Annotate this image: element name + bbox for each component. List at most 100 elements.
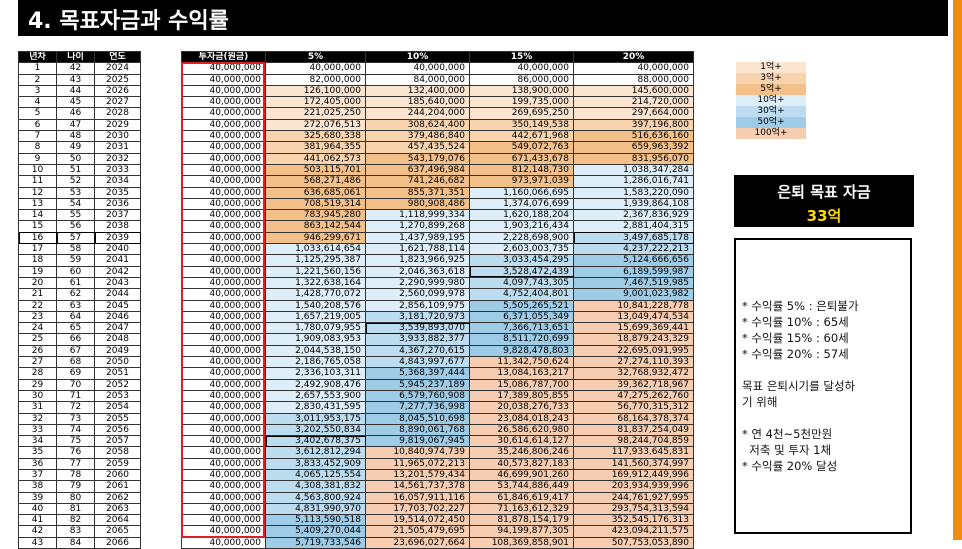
table-cell: 2,830,431,595 <box>265 401 366 414</box>
table-cell: 1,620,188,204 <box>469 209 574 222</box>
table-cell: 40,000,000 <box>181 220 266 233</box>
table-row: 20 61 2043 <box>18 276 141 290</box>
table-cell: 17,703,702,227 <box>365 502 470 516</box>
table-row: 40,000,000 1,540,208,576 2,856,109,975 5,50… <box>181 299 694 312</box>
table-cell: 4,752,404,801 <box>469 288 574 301</box>
table-cell: 59 <box>56 254 95 267</box>
table-cell: 379,486,840 <box>365 130 470 143</box>
retirement-goal-box: 은퇴 목표 자금 33억 <box>734 175 914 227</box>
table-cell: 40,000,000 <box>181 322 266 335</box>
table-cell: 40,000,000 <box>181 163 266 177</box>
table-cell: 41 <box>18 514 57 527</box>
header-5pct: 5% <box>265 50 366 64</box>
note-line <box>742 410 904 426</box>
table-cell: 55 <box>56 209 95 222</box>
table-cell: 40,000,000 <box>181 84 266 98</box>
table-cell: 5,409,270,044 <box>265 525 366 538</box>
table-cell: 40,000,000 <box>181 243 266 256</box>
table-cell: 40,000,000 <box>181 491 266 504</box>
table-cell: 17 <box>18 243 57 256</box>
table-cell: 63 <box>56 299 95 312</box>
table-cell: 40,000,000 <box>181 423 266 437</box>
table-cell: 54 <box>56 197 95 211</box>
table-cell: 1,270,899,268 <box>365 220 470 233</box>
table-cell: 2038 <box>94 220 141 233</box>
table-cell: 6,579,760,908 <box>365 389 470 403</box>
table-row: 40,000,000 126,100,000 132,400,000 138,900,… <box>181 84 694 98</box>
table-cell: 169,912,449,996 <box>573 468 694 482</box>
table-cell: 40,000,000 <box>573 62 694 75</box>
header-year: 연도 <box>94 50 141 64</box>
table-row: 40,000,000 1,125,295,387 1,823,966,925 3,03… <box>181 254 694 267</box>
table-cell: 636,685,061 <box>265 186 366 199</box>
table-cell: 2047 <box>94 322 141 335</box>
table-cell: 4,097,743,305 <box>469 276 574 290</box>
table-cell: 21,505,479,695 <box>365 525 470 538</box>
table-cell: 8,511,720,699 <box>469 333 574 346</box>
color-legend: 1억+ 3억+ 5억+ 10억+ 30억+ 50억+ 100억+ <box>736 62 806 139</box>
table-cell: 2,603,003,735 <box>469 243 574 256</box>
table-row: 11 52 2034 <box>18 175 141 188</box>
table-cell: 40,000,000 <box>181 107 266 120</box>
table-cell: 40,000,000 <box>181 96 266 109</box>
table-row: 40,000,000 1,428,770,072 2,560,099,978 4,75… <box>181 288 694 301</box>
table-cell: 40,000,000 <box>181 468 266 482</box>
table-row: 40,000,000 3,612,812,294 10,840,974,739 35,… <box>181 446 694 459</box>
table-cell: 397,196,800 <box>573 118 694 132</box>
table-cell: 40,000,000 <box>469 62 574 75</box>
table-cell: 27,274,110,393 <box>573 356 694 369</box>
table-cell: 14 <box>18 209 57 222</box>
table-row: 42 83 2065 <box>18 525 141 538</box>
table-cell: 172,405,000 <box>265 96 366 109</box>
table-cell: 40,000,000 <box>181 62 266 75</box>
table-cell: 203,934,939,996 <box>573 480 694 493</box>
table-cell: 25 <box>18 333 57 346</box>
table-cell: 1,160,066,695 <box>469 186 574 199</box>
table-cell: 3,612,812,294 <box>265 446 366 459</box>
table-cell: 36 <box>18 457 57 470</box>
table-cell: 2,336,103,311 <box>265 367 366 380</box>
table-cell: 2034 <box>94 175 141 188</box>
table-cell: 51 <box>56 163 95 177</box>
table-row: 40,000,000 1,221,560,156 2,046,363,618 3,52… <box>181 265 694 278</box>
table-cell: 812,148,730 <box>469 163 574 177</box>
table-row: 40,000,000 636,685,061 855,371,351 1,160,06… <box>181 186 694 199</box>
table-cell: 2046 <box>94 310 141 324</box>
table-row: 40,000,000 3,402,678,375 9,819,067,945 30,6… <box>181 435 694 448</box>
table-cell: 82 <box>56 514 95 527</box>
table-row: 40,000,000 3,011,953,175 8,045,510,698 23,0… <box>181 412 694 425</box>
table-row: 33 74 2056 <box>18 423 141 437</box>
table-cell: 40,000,000 <box>181 152 266 165</box>
table-cell: 2,367,836,929 <box>573 209 694 222</box>
table-cell: 637,496,984 <box>365 163 470 177</box>
table-cell: 5,505,265,521 <box>469 299 574 312</box>
table-cell: 10,841,228,778 <box>573 299 694 312</box>
legend-item: 50억+ <box>736 117 806 128</box>
table-cell: 2054 <box>94 401 141 414</box>
table-row: 40,000,000 40,000,000 40,000,000 40,000,000… <box>181 62 694 75</box>
table-cell: 946,299,671 <box>265 231 366 245</box>
table-cell: 40,000,000 <box>181 389 266 403</box>
table-cell: 38 <box>18 480 57 493</box>
table-cell: 973,971,039 <box>469 175 574 188</box>
table-row: 21 62 2044 <box>18 288 141 301</box>
table-cell: 2059 <box>94 457 141 470</box>
table-cell: 80 <box>56 491 95 504</box>
table-row: 43 84 2066 <box>18 536 141 549</box>
table-row: 35 76 2058 <box>18 446 141 459</box>
table-cell: 199,735,000 <box>469 96 574 109</box>
table-cell: 57 <box>56 231 95 245</box>
table-cell: 2,290,999,980 <box>365 276 470 290</box>
table-cell: 138,900,000 <box>469 84 574 98</box>
table-cell: 40,000,000 <box>265 62 366 75</box>
table-cell: 2025 <box>94 73 141 86</box>
table-cell: 15 <box>18 220 57 233</box>
table-row: 10 51 2033 <box>18 163 141 177</box>
table-cell: 66 <box>56 333 95 346</box>
table-cell: 40,000,000 <box>181 175 266 188</box>
table-cell: 28 <box>18 367 57 380</box>
legend-item: 100억+ <box>736 128 806 139</box>
table-cell: 34 <box>18 435 57 448</box>
table-cell: 442,671,968 <box>469 130 574 143</box>
table-row: 36 77 2059 <box>18 457 141 470</box>
